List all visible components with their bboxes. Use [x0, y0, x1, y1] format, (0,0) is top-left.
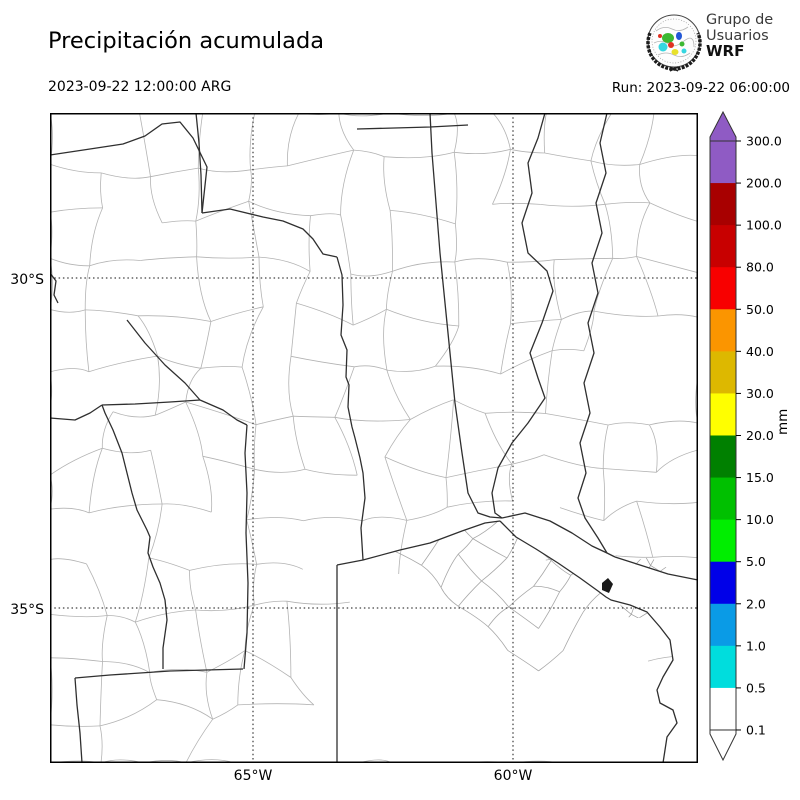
lon-tick-60w: 60°W: [493, 768, 533, 784]
colorbar-tick-label: 10.0: [746, 512, 774, 527]
colorbar-segment: [710, 687, 736, 731]
province-boundaries: [50, 113, 698, 763]
graticule: [50, 113, 698, 763]
colorbar-tick-label: 1.0: [746, 638, 766, 653]
valid-time-label: 2023-09-22 12:00:00 ARG: [48, 79, 232, 95]
colorbar-tick-label: 20.0: [746, 428, 774, 443]
map-background: [50, 113, 698, 763]
colorbar-segment: [710, 225, 736, 268]
colorbar-tick-label: 2.0: [746, 596, 766, 611]
colorbar-segment: [710, 267, 736, 310]
run-time-label: Run: 2023-09-22 06:00:00: [611, 80, 790, 96]
logo-line-3: WRF: [706, 42, 745, 60]
lat-tick-30s: 30°S: [10, 272, 44, 288]
colorbar-segment: [710, 519, 736, 563]
colorbar-tick-label: 30.0: [746, 386, 774, 401]
colorbar-extend-below: [709, 729, 737, 762]
colorbar-tick-label: 40.0: [746, 344, 774, 359]
map-canvas: [50, 113, 698, 763]
colorbar-segment: [710, 435, 736, 479]
colorbar-tick-label: 0.5: [746, 680, 766, 695]
colorbar-unit-label: mm: [775, 409, 791, 435]
colorbar-tick-label: 5.0: [746, 554, 766, 569]
map-frame: [50, 113, 698, 763]
colorbar-segment: [710, 183, 736, 226]
colorbar-segment: [710, 393, 736, 437]
colorbar-tick-label: 15.0: [746, 470, 774, 485]
colorbar-segment: [710, 603, 736, 647]
colorbar-tick-label: 300.0: [746, 134, 782, 149]
buenos-aires-city-marker: [602, 578, 613, 593]
logo-line-2: Usuarios: [706, 27, 769, 44]
colorbar: 300.0 200.0 100.0 80.0 50.0 40.0 30.0 20.0 15.0 1…: [709, 110, 791, 762]
lat-tick-35s: 35°S: [10, 602, 44, 618]
colorbar-tick-label: 80.0: [746, 260, 774, 275]
page-title: Precipitación acumulada: [48, 28, 325, 54]
logo-globe-icon: [646, 14, 702, 72]
colorbar-segment: [710, 645, 736, 689]
colorbar-tick-label: 50.0: [746, 302, 774, 317]
colorbar-extend-above: [709, 110, 737, 142]
colorbar-segment: [710, 309, 736, 352]
colorbar-tick-label: 0.1: [746, 722, 766, 737]
colorbar-segment: [710, 351, 736, 395]
colorbar-segment: [710, 141, 736, 184]
colorbar-segment: [710, 477, 736, 521]
logo-line-1: Grupo de: [706, 12, 774, 28]
colorbar-tick-label: 100.0: [746, 218, 782, 233]
logo-text: Grupo de Usuarios WRF: [706, 12, 774, 60]
colorbar-tick-label: 200.0: [746, 176, 782, 191]
water-mask: [499, 511, 698, 763]
colorbar-segment: [710, 561, 736, 605]
lon-tick-65w: 65°W: [233, 768, 273, 784]
